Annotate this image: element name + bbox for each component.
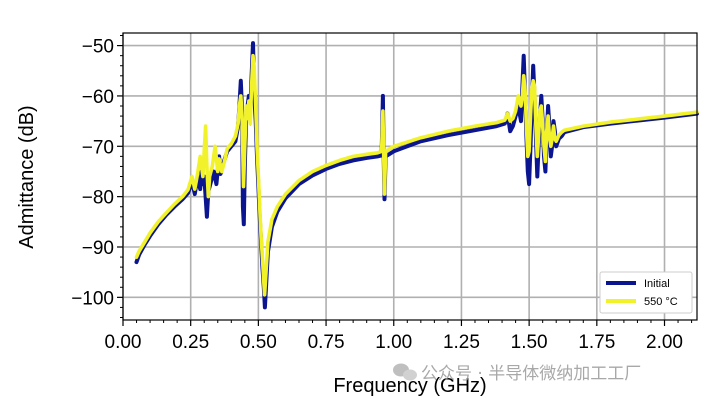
x-tick-label: 0.00 — [105, 332, 142, 353]
legend: Initial 550 °C — [599, 271, 693, 314]
axis-ticks: 0.00 0.25 0.50 0.75 1.00 1.25 1.50 1.75 2.00 −100… — [71, 35, 693, 353]
x-tick-label: 0.75 — [308, 332, 345, 353]
series-group — [134, 41, 699, 310]
x-tick-label: 1.25 — [443, 332, 480, 353]
watermark: 公众号 · 半导体微纳加工工厂 — [393, 363, 641, 384]
y-tick-label: −90 — [82, 238, 114, 259]
wechat-icon — [393, 363, 417, 381]
watermark-text: 公众号 · 半导体微纳加工工厂 — [421, 364, 641, 384]
x-tick-label: 0.25 — [172, 332, 209, 353]
y-tick-label: −50 — [82, 37, 114, 58]
x-axis-label: Frequency (GHz) — [333, 375, 486, 397]
legend-label-550c: 550 °C — [644, 296, 678, 308]
x-tick-label: 0.50 — [240, 332, 277, 353]
x-tick-label: 1.75 — [578, 332, 615, 353]
series-line-550-c — [134, 53, 699, 297]
y-tick-label: −70 — [82, 137, 114, 158]
y-tick-label: −100 — [71, 288, 114, 309]
y-tick-label: −60 — [82, 87, 114, 108]
x-tick-label: 1.00 — [375, 332, 412, 353]
x-tick-label: 1.50 — [511, 332, 548, 353]
y-tick-label: −80 — [82, 188, 114, 209]
y-axis-label: Admittance (dB) — [16, 105, 38, 248]
x-tick-label: 2.00 — [646, 332, 683, 353]
legend-label-initial: Initial — [644, 278, 670, 290]
